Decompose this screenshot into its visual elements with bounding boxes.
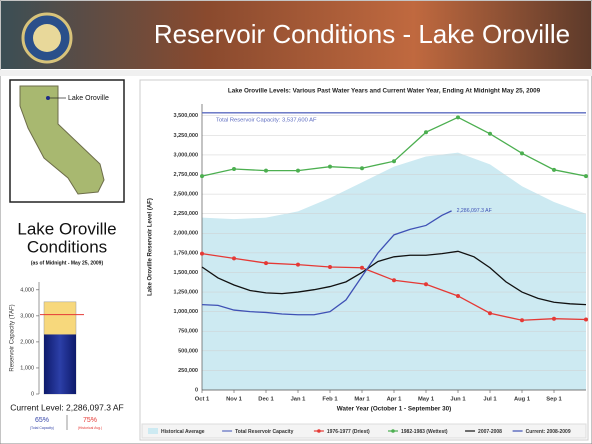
marker bbox=[296, 169, 300, 173]
y-tick-label: 3,000,000 bbox=[174, 152, 198, 158]
y-tick-label: 250,000 bbox=[178, 368, 198, 374]
x-tick-label: Dec 1 bbox=[258, 397, 274, 403]
map-marker bbox=[46, 96, 50, 100]
marker bbox=[264, 261, 268, 265]
marker bbox=[520, 151, 524, 155]
marker bbox=[328, 265, 332, 269]
marker bbox=[552, 168, 556, 172]
marker bbox=[488, 132, 492, 136]
legend-label: 2007-2008 bbox=[478, 429, 502, 435]
legend-label: Historical Average bbox=[161, 429, 205, 435]
y-tick-label: 3,000 bbox=[20, 313, 34, 319]
legend-label: Total Reservoir Capacity bbox=[235, 429, 293, 435]
y-tick-label: 1,500,000 bbox=[174, 270, 198, 276]
logo-inner bbox=[33, 24, 61, 52]
current-level: Current Level: 2,286,097.3 AF bbox=[10, 402, 123, 412]
header-title: Reservoir Conditions - Lake Oroville bbox=[154, 19, 570, 49]
y-tick-label: 500,000 bbox=[178, 348, 198, 354]
marker bbox=[520, 318, 524, 322]
marker bbox=[584, 317, 588, 321]
y-tick-label: 4,000 bbox=[20, 287, 34, 293]
y-tick-label: 2,500,000 bbox=[174, 192, 198, 198]
marker bbox=[200, 252, 204, 256]
x-tick-label: Jun 1 bbox=[450, 397, 466, 403]
legend-marker bbox=[391, 429, 395, 433]
chart-title: Lake Oroville Levels: Various Past Water… bbox=[228, 88, 541, 95]
conditions-subtitle: (as of Midnight - May 25, 2009) bbox=[31, 260, 104, 266]
legend-label: Current: 2008-2009 bbox=[526, 429, 571, 435]
x-tick-label: Apr 1 bbox=[387, 397, 403, 403]
marker bbox=[200, 174, 204, 178]
x-tick-label: Jul 1 bbox=[483, 397, 497, 403]
x-tick-label: Feb 1 bbox=[322, 397, 338, 403]
y-tick-label: 3,250,000 bbox=[174, 133, 198, 139]
percent-hist-note: (Historical Avg.) bbox=[78, 426, 102, 430]
y-tick-label: 0 bbox=[195, 387, 198, 393]
marker bbox=[488, 311, 492, 315]
x-axis-label: Water Year (October 1 - September 30) bbox=[337, 406, 451, 413]
page: Reservoir Conditions - Lake Oroville Lak… bbox=[0, 0, 592, 444]
y-tick-label: 2,750,000 bbox=[174, 172, 198, 178]
y-tick-label: 1,250,000 bbox=[174, 290, 198, 296]
marker bbox=[264, 169, 268, 173]
percent-total-note: (Total Capacity) bbox=[30, 426, 54, 430]
marker bbox=[584, 174, 588, 178]
x-tick-label: Mar 1 bbox=[354, 397, 370, 403]
marker bbox=[392, 159, 396, 163]
y-tick-label: 1,750,000 bbox=[174, 250, 198, 256]
current-bar bbox=[44, 334, 76, 394]
marker bbox=[392, 278, 396, 282]
y-tick-label: 750,000 bbox=[178, 329, 198, 335]
divider bbox=[0, 70, 592, 76]
marker bbox=[552, 317, 556, 321]
current-annotation: 2,286,097.3 AF bbox=[457, 208, 492, 214]
x-tick-label: May 1 bbox=[418, 397, 435, 403]
x-tick-label: Nov 1 bbox=[226, 397, 243, 403]
marker bbox=[424, 282, 428, 286]
x-tick-label: Aug 1 bbox=[514, 397, 531, 403]
legend-label: 1976-1977 (Driest) bbox=[327, 429, 370, 435]
percent-total: 65% bbox=[35, 417, 49, 424]
x-tick-label: Oct 1 bbox=[195, 397, 210, 403]
y-tick-label: 1,000,000 bbox=[174, 309, 198, 315]
y-tick-label: 0 bbox=[31, 391, 34, 397]
y-tick-label: 2,250,000 bbox=[174, 211, 198, 217]
marker bbox=[424, 130, 428, 134]
legend-swatch bbox=[148, 428, 158, 434]
y-axis-label: Reservoir Capacity (TAF) bbox=[10, 304, 16, 371]
legend-label: 1982-1983 (Wettest) bbox=[401, 429, 448, 435]
capacity-annotation: Total Reservoir Capacity: 3,537,600 AF bbox=[216, 117, 317, 123]
y-tick-label: 2,000 bbox=[20, 339, 34, 345]
conditions-title: Lake Oroville bbox=[17, 219, 116, 238]
marker bbox=[456, 294, 460, 298]
marker bbox=[360, 166, 364, 170]
map-label: Lake Oroville bbox=[68, 95, 109, 102]
x-tick-label: Sep 1 bbox=[546, 397, 562, 403]
y-tick-label: 3,500,000 bbox=[174, 113, 198, 119]
legend-marker bbox=[317, 429, 321, 433]
x-tick-label: Jan 1 bbox=[291, 397, 307, 403]
marker bbox=[360, 266, 364, 270]
conditions-title: Conditions bbox=[27, 237, 107, 256]
marker bbox=[456, 115, 460, 119]
marker bbox=[328, 165, 332, 169]
marker bbox=[232, 256, 236, 260]
y-tick-label: 1,000 bbox=[20, 365, 34, 371]
percent-hist: 75% bbox=[83, 417, 97, 424]
marker bbox=[296, 263, 300, 267]
y-tick-label: 2,000,000 bbox=[174, 231, 198, 237]
y-axis-label: Lake Oroville Reservoir Level (AF) bbox=[148, 198, 154, 296]
marker bbox=[232, 167, 236, 171]
